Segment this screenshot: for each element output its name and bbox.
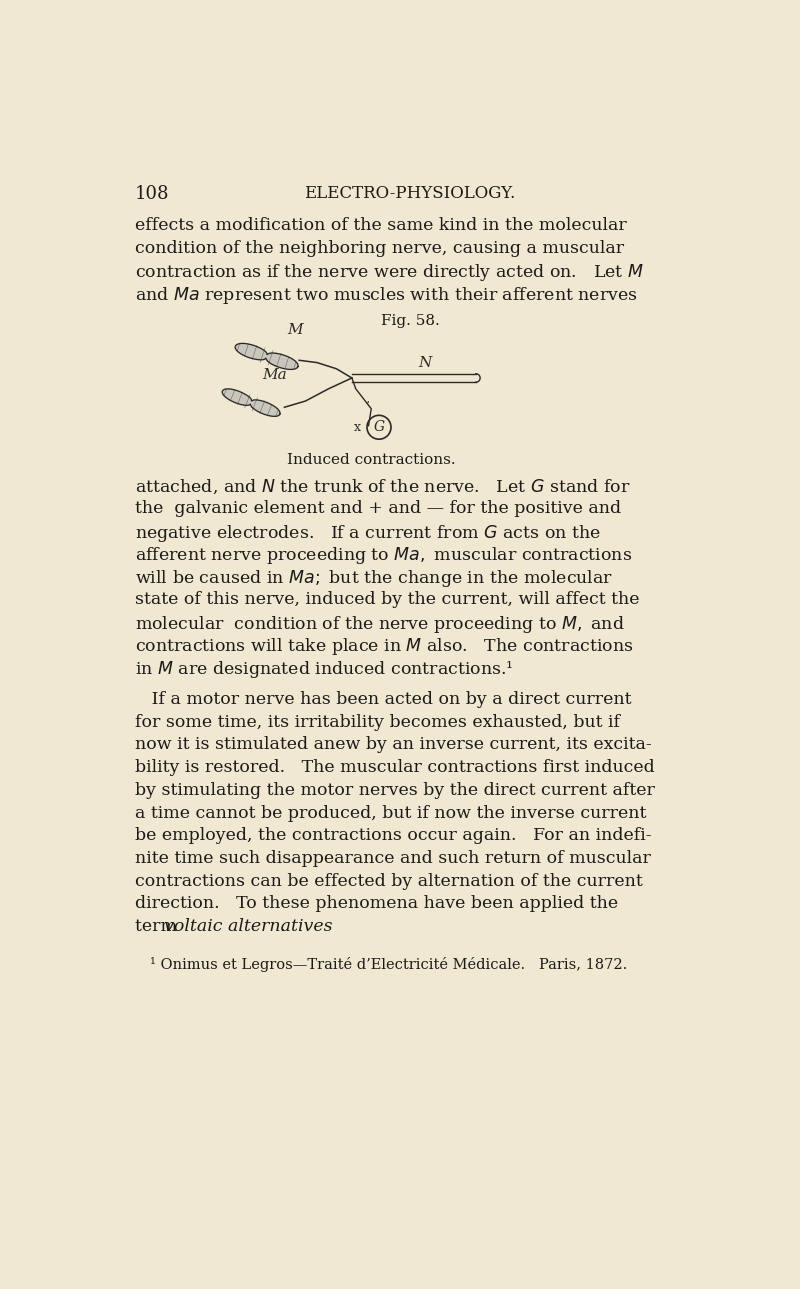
Polygon shape	[235, 343, 298, 370]
Text: now it is stimulated anew by an inverse current, its excita-: now it is stimulated anew by an inverse …	[135, 736, 652, 753]
Text: Ma: Ma	[262, 367, 286, 382]
Text: afferent nerve proceeding to $Ma,$ muscular contractions: afferent nerve proceeding to $Ma,$ muscu…	[135, 545, 632, 566]
Text: ’: ’	[365, 401, 369, 414]
Text: and $Ma$ represent two muscles with their afferent nerves: and $Ma$ represent two muscles with thei…	[135, 285, 638, 307]
Text: G: G	[374, 420, 385, 434]
Text: direction.   To these phenomena have been applied the: direction. To these phenomena have been …	[135, 896, 618, 913]
Text: Induced contractions.: Induced contractions.	[287, 452, 455, 467]
Text: .: .	[280, 918, 286, 935]
Text: effects a modification of the same kind in the molecular: effects a modification of the same kind …	[135, 217, 626, 235]
Text: contraction as if the nerve were directly acted on.   Let $M$: contraction as if the nerve were directl…	[135, 263, 644, 284]
Text: M: M	[287, 324, 303, 338]
Text: term: term	[135, 918, 182, 935]
Text: 108: 108	[135, 184, 170, 202]
Text: negative electrodes.   If a current from $G$ acts on the: negative electrodes. If a current from $…	[135, 523, 601, 544]
Text: condition of the neighboring nerve, causing a muscular: condition of the neighboring nerve, caus…	[135, 240, 624, 257]
Text: attached, and $N$ the trunk of the nerve.   Let $G$ stand for: attached, and $N$ the trunk of the nerve…	[135, 477, 630, 496]
Text: contractions can be effected by alternation of the current: contractions can be effected by alternat…	[135, 873, 642, 889]
Text: If a motor nerve has been acted on by a direct current: If a motor nerve has been acted on by a …	[135, 691, 631, 708]
Text: molecular  condition of the nerve proceeding to $M,$ and: molecular condition of the nerve proceed…	[135, 614, 625, 634]
Text: be employed, the contractions occur again.   For an indefi-: be employed, the contractions occur agai…	[135, 828, 651, 844]
Text: voltaic alternatives: voltaic alternatives	[163, 918, 332, 935]
Text: the  galvanic element and + and — for the positive and: the galvanic element and + and — for the…	[135, 500, 621, 517]
Text: contractions will take place in $M$ also.   The contractions: contractions will take place in $M$ also…	[135, 637, 634, 657]
Text: bility is restored.   The muscular contractions first induced: bility is restored. The muscular contrac…	[135, 759, 654, 776]
Text: ¹ Onimus et Legros—Traité d’Electricité Médicale.   Paris, 1872.: ¹ Onimus et Legros—Traité d’Electricité …	[150, 956, 628, 972]
Text: Fig. 58.: Fig. 58.	[381, 315, 439, 329]
Polygon shape	[222, 389, 280, 416]
Text: nite time such disappearance and such return of muscular: nite time such disappearance and such re…	[135, 849, 650, 867]
Text: x: x	[354, 420, 361, 434]
Text: a time cannot be produced, but if now the inverse current: a time cannot be produced, but if now th…	[135, 804, 646, 821]
Text: N: N	[419, 356, 432, 370]
Text: in $M$ are designated induced contractions.¹: in $M$ are designated induced contractio…	[135, 659, 514, 681]
Text: state of this nerve, induced by the current, will affect the: state of this nerve, induced by the curr…	[135, 590, 639, 608]
Text: by stimulating the motor nerves by the direct current after: by stimulating the motor nerves by the d…	[135, 782, 654, 799]
Text: ELECTRO-PHYSIOLOGY.: ELECTRO-PHYSIOLOGY.	[304, 184, 516, 201]
Text: for some time, its irritability becomes exhausted, but if: for some time, its irritability becomes …	[135, 714, 620, 731]
Text: will be caused in $Ma;$ but the change in the molecular: will be caused in $Ma;$ but the change i…	[135, 568, 613, 589]
